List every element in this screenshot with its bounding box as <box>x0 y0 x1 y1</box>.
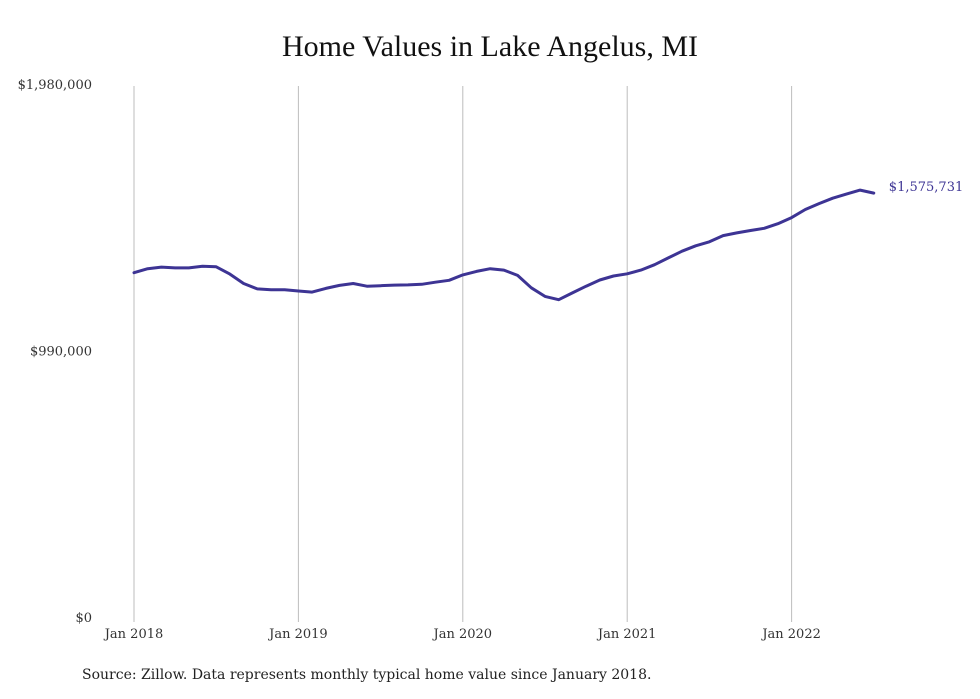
chart-title: Home Values in Lake Angelus, MI <box>281 30 699 63</box>
y-tick-label: $990,000 <box>30 345 92 360</box>
end-label-layer: $1,575,731 <box>889 180 963 195</box>
x-tick-label: Jan 2021 <box>596 627 657 642</box>
x-tick-label: Jan 2019 <box>267 627 328 642</box>
x-axis-ticks: Jan 2018 Jan 2019 Jan 2020 Jan 2021 Jan 2022 <box>103 627 821 642</box>
y-tick-label: $1,980,000 <box>18 78 92 93</box>
y-tick-label: $0 <box>75 611 92 626</box>
x-tick-label: Jan 2018 <box>103 627 164 642</box>
source-note: Source: Zillow. Data represents monthly … <box>82 667 652 683</box>
y-axis-ticks: $0 $990,000 $1,980,000 <box>18 78 92 626</box>
x-tick-label: Jan 2020 <box>432 627 493 642</box>
x-tick-label: Jan 2022 <box>760 627 821 642</box>
end-value-label: $1,575,731 <box>889 180 963 195</box>
series-line <box>132 188 876 302</box>
grid-lines <box>133 86 793 622</box>
series-layer <box>132 188 876 302</box>
